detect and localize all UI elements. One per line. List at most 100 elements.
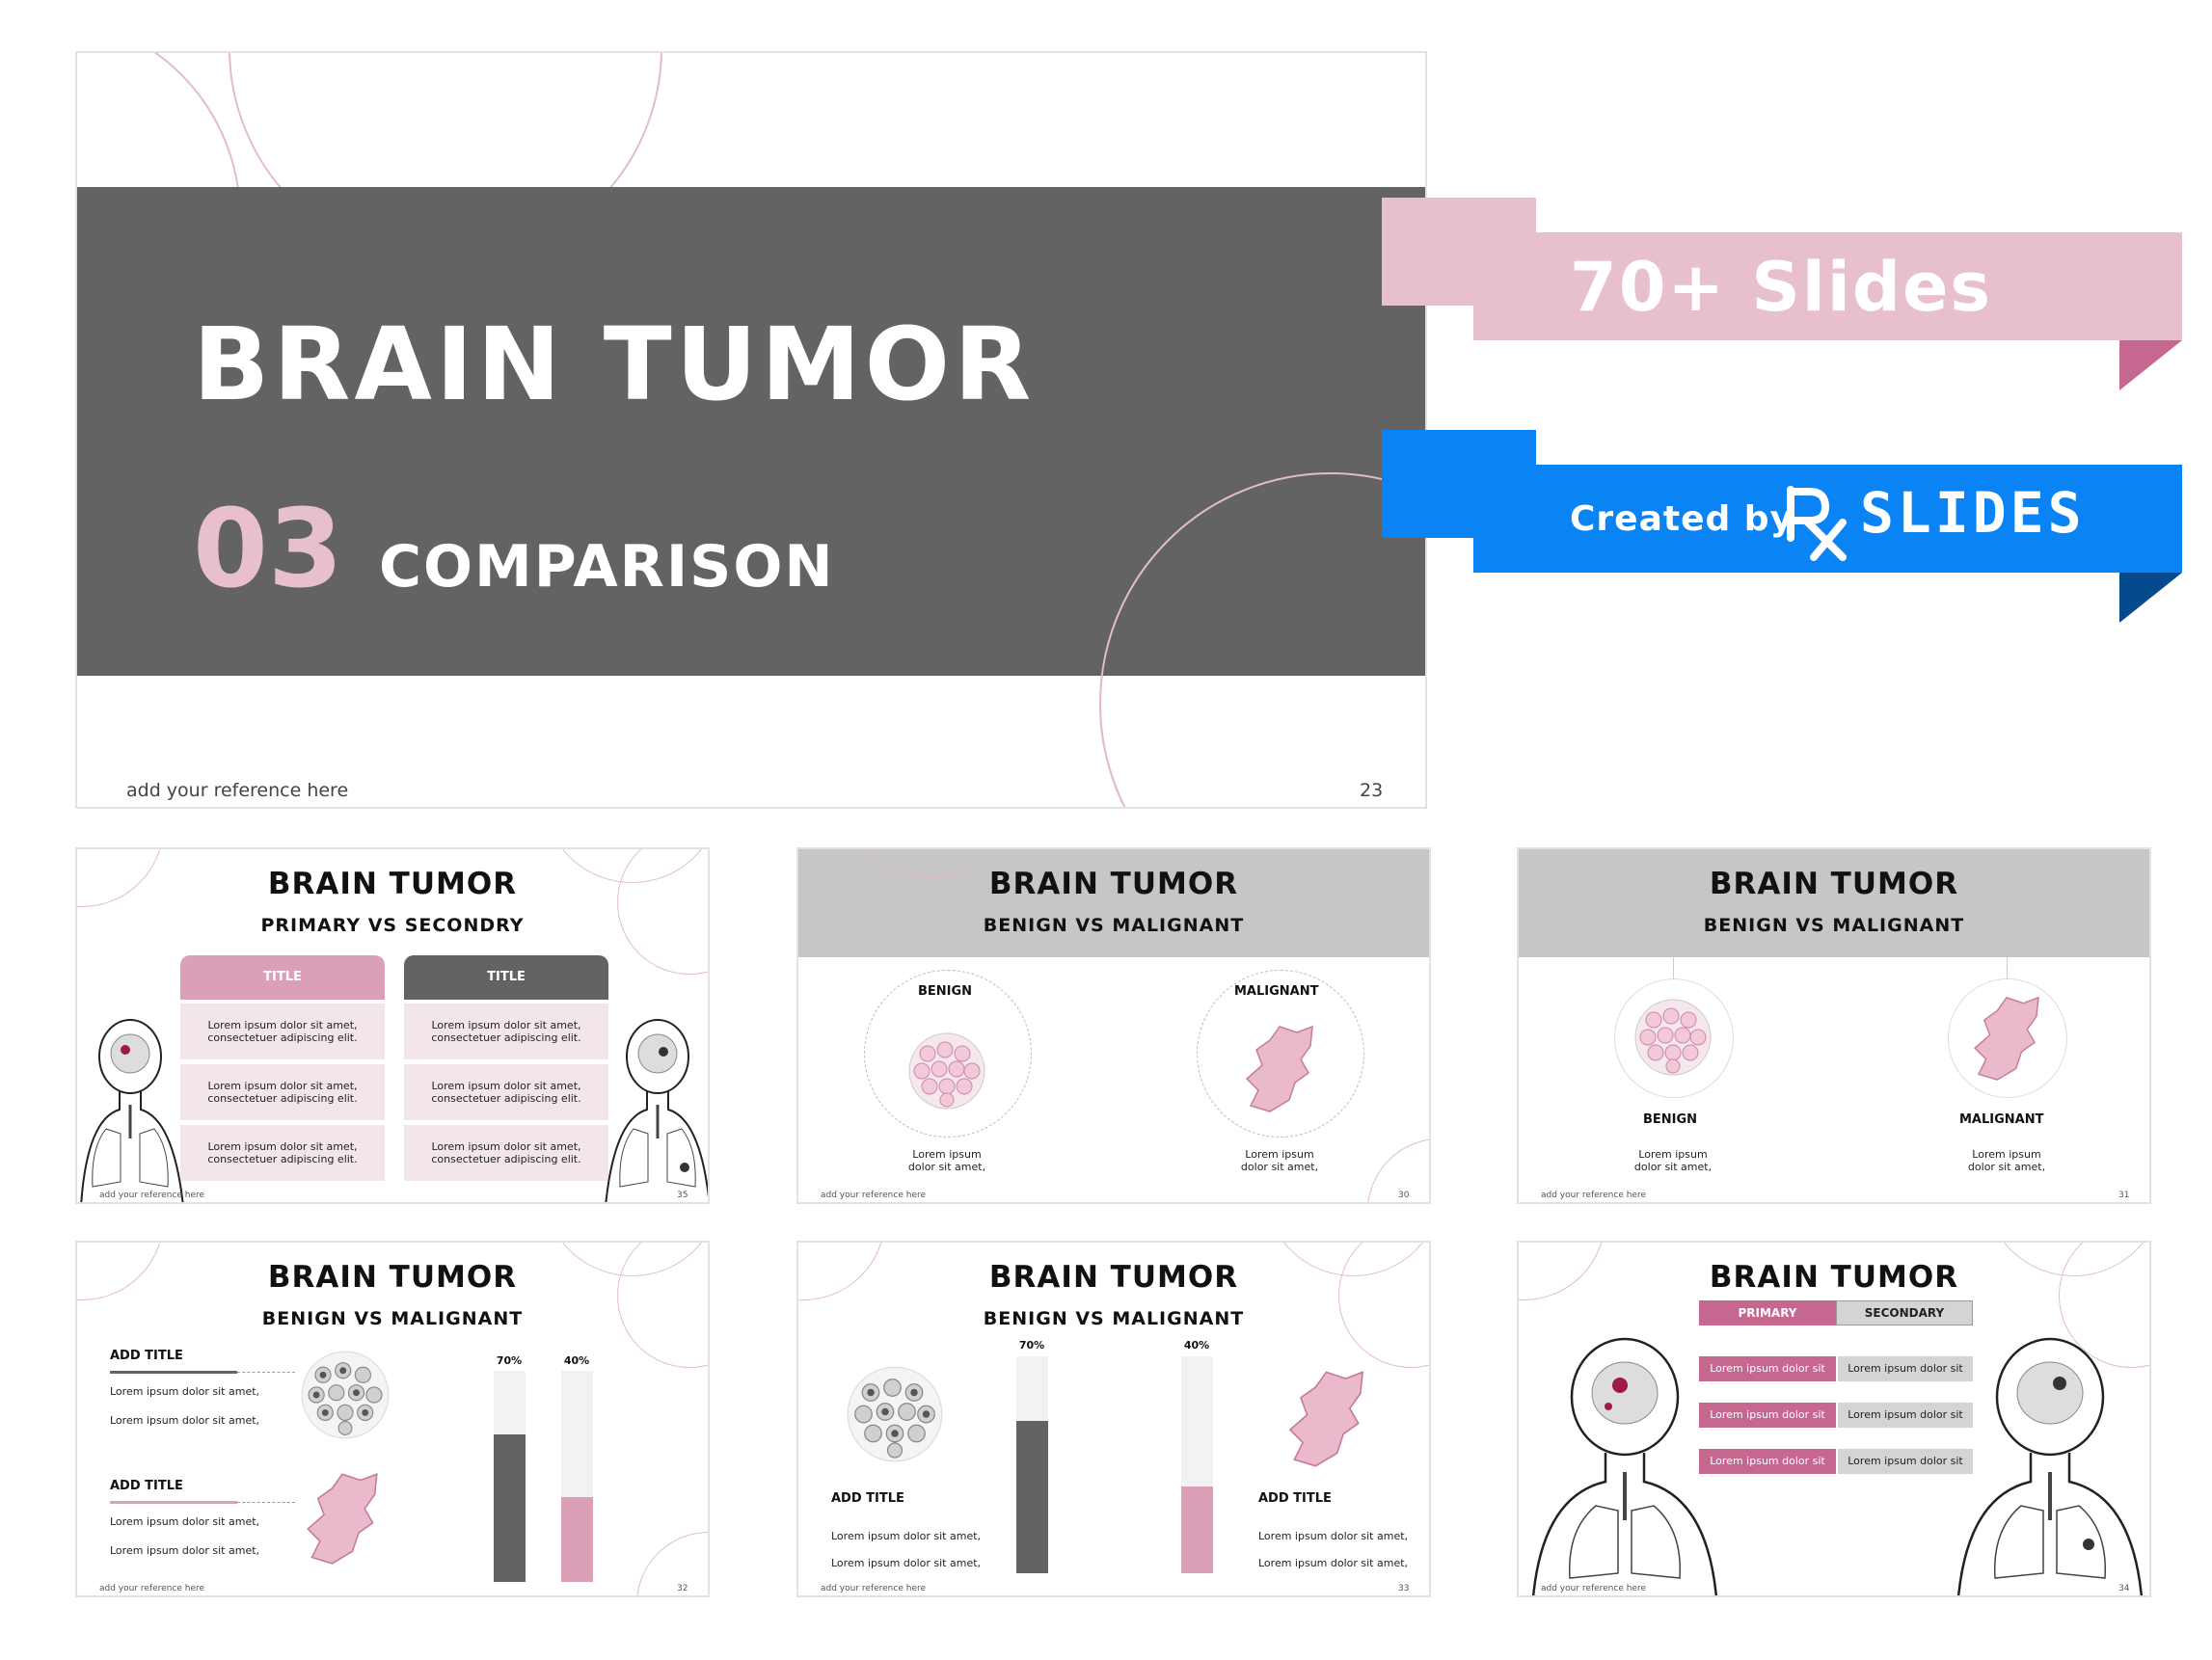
malignant-caption: Lorem ipsum dolor sit amet, [1240,1148,1319,1173]
add-title-1: ADD TITLE [110,1349,183,1363]
ribbon-fold-right [2119,573,2182,623]
malignant-cells-icon [1288,1371,1364,1467]
slide-title: BRAIN TUMOR [1709,867,1959,901]
thumbnail-slide-33[interactable]: BRAIN TUMOR BENIGN VS MALIGNANT ADD TITL… [796,1241,1431,1597]
reference-text: add your reference here [99,1191,205,1200]
main-slide[interactable]: BRAIN TUMOR 03 COMPARISON add your refer… [75,51,1427,809]
row-secondary-3: Lorem ipsum dolor sit [1838,1449,1973,1474]
tab-primary: PRIMARY [1699,1300,1836,1325]
slide-subtitle: BENIGN VS MALIGNANT [1703,915,1965,936]
thumbnail-slide-30[interactable]: BRAIN TUMOR BENIGN VS MALIGNANT BENIGN M… [796,847,1431,1204]
line-text: Lorem ipsum dolor sit amet, [831,1557,982,1569]
add-title-2: ADD TITLE [110,1479,183,1493]
slide-title: BRAIN TUMOR [193,306,1036,423]
bar-label-1: 70% [1018,1339,1045,1352]
ribbon-fold-right [2119,340,2182,390]
section-title: COMPARISON [379,533,835,601]
benign-cells-icon [908,1032,985,1110]
reference-text: add your reference here [821,1584,927,1593]
slides-count-text: 70+ Slides [1570,248,1993,327]
malignant-circle [1197,970,1364,1138]
table-cell: Lorem ipsum dolor sit amet, consectetuer … [180,1064,385,1120]
thumbnail-slide-34[interactable]: BRAIN TUMOR PRIMARY SECONDARY Lorem ipsu… [1517,1241,2151,1597]
malignant-cells-icon [1974,996,2039,1081]
row-primary-1: Lorem ipsum dolor sit [1699,1356,1836,1381]
malignant-circle [1948,978,2067,1098]
page-number: 23 [1360,780,1384,801]
line-text: Lorem ipsum dolor sit amet, [1258,1557,1409,1569]
section-number: 03 [193,487,343,612]
bar-fill-70 [1016,1421,1048,1573]
malignant-label: MALIGNANT [1959,1112,2044,1127]
row-secondary-1: Lorem ipsum dolor sit [1838,1356,1973,1381]
slide-subtitle: BENIGN VS MALIGNANT [983,915,1245,936]
title-band [77,187,1425,807]
bar-fill-40 [561,1497,593,1582]
benign-cells-icon [1634,999,1712,1076]
creator-ribbon: Created by SLIDES [1382,430,2182,623]
bar-label-2: 40% [1183,1339,1210,1352]
line-text: Lorem ipsum dolor sit amet, [110,1385,260,1398]
table-cell: Lorem ipsum dolor sit amet, consectetuer … [404,1004,608,1059]
thumbnail-slide-31[interactable]: BRAIN TUMOR BENIGN VS MALIGNANT BENIGN M… [1517,847,2151,1204]
slide-subtitle: BENIGN VS MALIGNANT [261,1308,524,1329]
tab-secondary: SECONDARY [1836,1300,1973,1325]
brand-text: SLIDES [1860,480,2086,546]
thumbnail-slide-35[interactable]: BRAIN TUMOR PRIMARY VS SECONDRY TITLE TI… [75,847,710,1204]
reference-text: add your reference here [821,1191,927,1200]
row-primary-3: Lorem ipsum dolor sit [1699,1449,1836,1474]
body-illustration-icon [80,1019,184,1202]
page-number: 32 [677,1584,688,1593]
row-secondary-2: Lorem ipsum dolor sit [1838,1403,1973,1428]
line-text: Lorem ipsum dolor sit amet, [1258,1530,1409,1542]
table-cell: Lorem ipsum dolor sit amet, consectetuer … [180,1004,385,1059]
benign-caption: Lorem ipsum dolor sit amet, [907,1148,986,1173]
line-text: Lorem ipsum dolor sit amet, [110,1544,260,1557]
slide-title: BRAIN TUMOR [267,867,518,901]
created-by-text: Created by [1570,499,1794,539]
column-header-1: TITLE [180,955,385,1000]
benign-circle [864,970,1032,1138]
malignant-label: MALIGNANT [1234,984,1319,999]
page-number: 30 [1398,1191,1410,1200]
column-header-2: TITLE [404,955,608,1000]
body-illustration-icon [1531,1337,1718,1595]
table-cell: Lorem ipsum dolor sit amet, consectetuer … [404,1125,608,1181]
add-title-right: ADD TITLE [1258,1491,1332,1506]
slides-count-ribbon: 70+ Slides [1382,198,2182,390]
bar-fill-70 [494,1434,526,1582]
line-text: Lorem ipsum dolor sit amet, [110,1414,260,1427]
table-cell: Lorem ipsum dolor sit amet, consectetuer … [404,1064,608,1120]
slide-subtitle: PRIMARY VS SECONDRY [260,915,525,936]
line-text: Lorem ipsum dolor sit amet, [831,1530,982,1542]
benign-circle [1614,978,1734,1098]
reference-text: add your reference here [126,780,349,801]
bar-label-1: 70% [496,1354,523,1367]
bar-fill-40 [1181,1486,1213,1573]
reference-text: add your reference here [1541,1584,1647,1593]
benign-caption: Lorem ipsum dolor sit amet, [1633,1148,1713,1173]
slide-title: BRAIN TUMOR [1709,1260,1959,1295]
page-number: 31 [2118,1191,2130,1200]
benign-label: BENIGN [918,984,973,999]
bar-label-2: 40% [563,1354,590,1367]
benign-label: BENIGN [1643,1112,1698,1127]
thumbnail-slide-32[interactable]: BRAIN TUMOR BENIGN VS MALIGNANT ADD TITL… [75,1241,710,1597]
table-cell: Lorem ipsum dolor sit amet, consectetuer … [180,1125,385,1181]
page-number: 35 [677,1191,688,1200]
malignant-cells-icon [1245,1025,1313,1112]
body-illustration-icon [1956,1337,2144,1595]
malignant-cells-icon [307,1473,378,1565]
slide-title: BRAIN TUMOR [267,1260,518,1295]
benign-cells-icon [847,1366,943,1462]
slide-title: BRAIN TUMOR [988,867,1239,901]
rx-logo-icon [1785,484,1854,561]
page-number: 33 [1398,1584,1410,1593]
body-illustration-icon [605,1019,708,1202]
reference-text: add your reference here [99,1584,205,1593]
page-number: 34 [2118,1584,2130,1593]
malignant-caption: Lorem ipsum dolor sit amet, [1967,1148,2046,1173]
reference-text: add your reference here [1541,1191,1647,1200]
slide-subtitle: BENIGN VS MALIGNANT [983,1308,1245,1329]
decor-ring-band [1099,472,1425,807]
